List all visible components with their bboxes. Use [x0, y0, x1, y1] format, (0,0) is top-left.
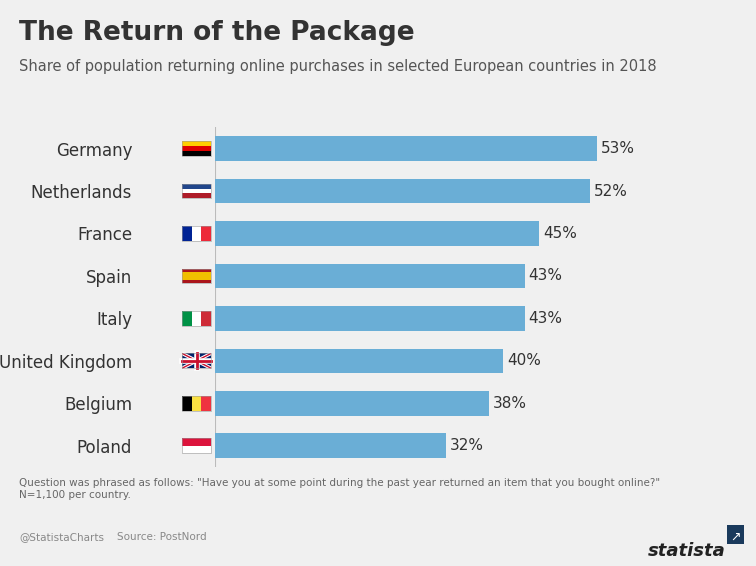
Text: @StatistaCharts: @StatistaCharts — [19, 532, 104, 542]
Bar — [215, 349, 503, 373]
Text: 43%: 43% — [528, 268, 562, 284]
Text: 40%: 40% — [507, 353, 541, 368]
Text: 43%: 43% — [528, 311, 562, 326]
Text: 52%: 52% — [593, 183, 627, 199]
Text: ↗: ↗ — [730, 530, 741, 543]
Bar — [215, 264, 525, 288]
Bar — [215, 136, 597, 161]
Text: 32%: 32% — [450, 438, 483, 453]
Bar — [215, 434, 446, 458]
Text: The Return of the Package: The Return of the Package — [19, 20, 414, 46]
Bar — [215, 306, 525, 331]
Text: Question was phrased as follows: "Have you at some point during the past year re: Question was phrased as follows: "Have y… — [19, 478, 660, 500]
Text: 45%: 45% — [543, 226, 577, 241]
Text: Source: PostNord: Source: PostNord — [117, 532, 207, 542]
Text: 53%: 53% — [601, 141, 634, 156]
Text: 38%: 38% — [493, 396, 527, 411]
Bar — [215, 179, 590, 203]
Text: statista: statista — [648, 542, 726, 560]
Bar — [215, 391, 489, 415]
Bar — [215, 221, 540, 246]
Text: Share of population returning online purchases in selected European countries in: Share of population returning online pur… — [19, 59, 656, 75]
